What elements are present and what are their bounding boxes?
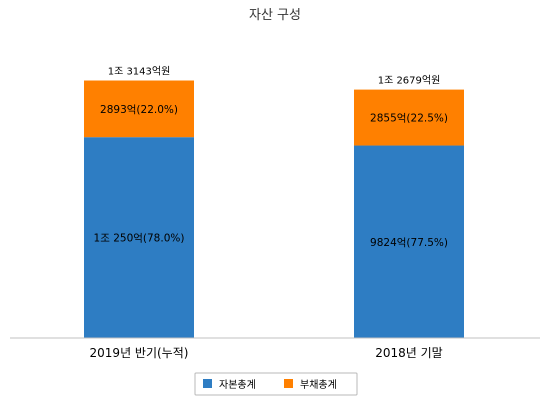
plot-area: 1조 250억(78.0%) 2893억(22.0%) 1조 3143억원 9824억… xyxy=(84,66,464,338)
legend-swatch-equity xyxy=(203,379,212,388)
category-labels: 2019년 반기(누적) 2018년 기말 xyxy=(90,346,443,360)
legend-swatch-liabilities xyxy=(284,379,293,388)
data-label: 9824억(77.5%) xyxy=(370,237,448,249)
legend-label: 부채총계 xyxy=(300,379,337,391)
data-label: 1조 250억(78.0%) xyxy=(94,233,185,245)
legend-box xyxy=(194,372,358,396)
bar-segment-equity xyxy=(84,137,194,338)
bar-segment-liabilities xyxy=(354,89,464,146)
total-label: 1조 3143억원 xyxy=(108,66,171,78)
data-label: 2855억(22.5%) xyxy=(370,113,448,125)
legend: 자본총계 부채총계 xyxy=(194,372,358,396)
total-label: 1조 2679억원 xyxy=(378,75,441,87)
bar-segment-liabilities xyxy=(84,80,194,138)
bar-segment-equity xyxy=(354,145,464,338)
category-label: 2018년 기말 xyxy=(375,346,442,360)
legend-label: 자본총계 xyxy=(219,379,256,391)
chart-title: 자산 구성 xyxy=(249,8,301,23)
category-label: 2019년 반기(누적) xyxy=(90,346,189,360)
data-label: 2893억(22.0%) xyxy=(100,104,178,116)
